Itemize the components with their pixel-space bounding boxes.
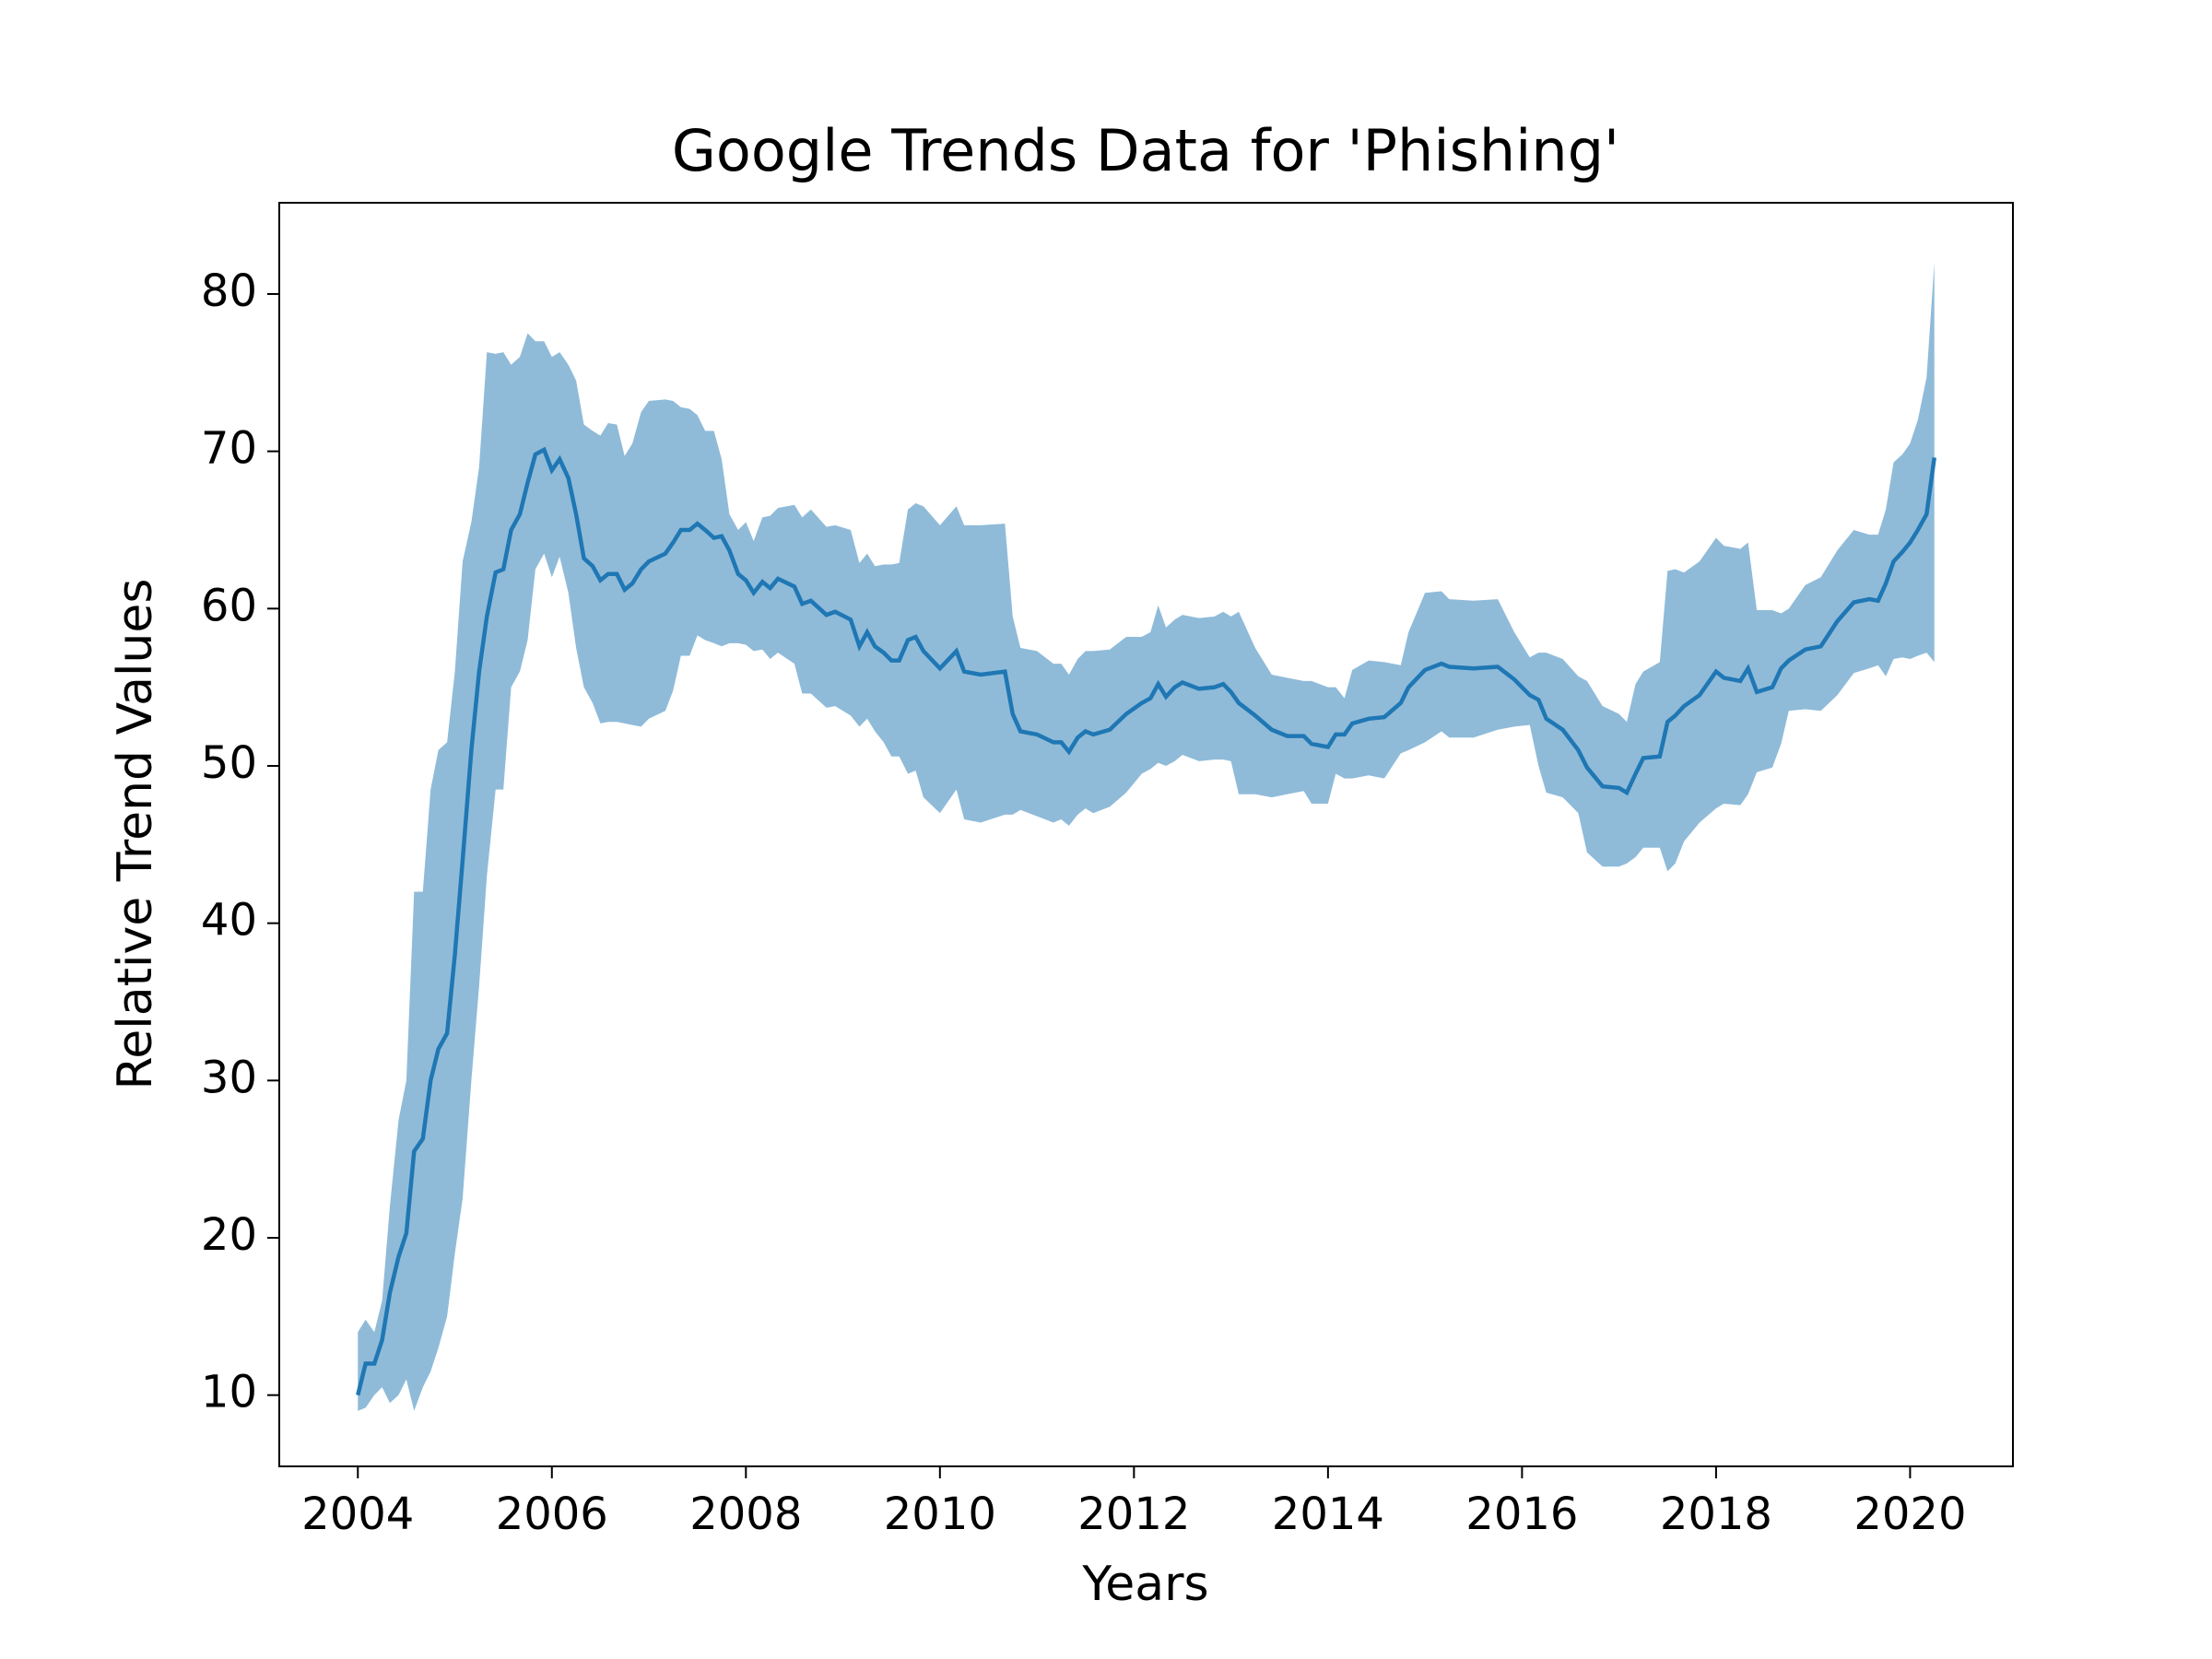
- x-tick-label: 2020: [1853, 1488, 1966, 1540]
- x-tick-label: 2012: [1077, 1488, 1190, 1540]
- x-tick-label: 2006: [496, 1488, 608, 1540]
- x-tick-label: 2016: [1465, 1488, 1578, 1540]
- y-tick-label: 30: [201, 1052, 257, 1103]
- x-tick-label: 2014: [1272, 1488, 1384, 1540]
- x-tick-label: 2008: [689, 1488, 802, 1540]
- x-tick-label: 2004: [301, 1488, 414, 1540]
- y-tick-label: 40: [201, 895, 257, 947]
- chart-title: Google Trends Data for 'Phishing': [672, 117, 1619, 184]
- y-tick-label: 70: [201, 423, 257, 475]
- y-tick-label: 10: [201, 1367, 257, 1418]
- y-axis-label: Relative Trend Values: [108, 579, 163, 1090]
- confidence-band: [358, 262, 1935, 1411]
- y-tick-label: 60: [201, 580, 257, 631]
- x-tick-label: 2018: [1660, 1488, 1772, 1540]
- plot-frame: [278, 202, 2014, 1467]
- y-tick-label: 20: [201, 1209, 257, 1261]
- x-axis-label: Years: [1081, 1557, 1208, 1612]
- y-tick-label: 80: [201, 265, 257, 317]
- trend-line: [356, 446, 1936, 1396]
- y-tick-label: 50: [201, 737, 257, 789]
- x-tick-label: 2010: [884, 1488, 996, 1540]
